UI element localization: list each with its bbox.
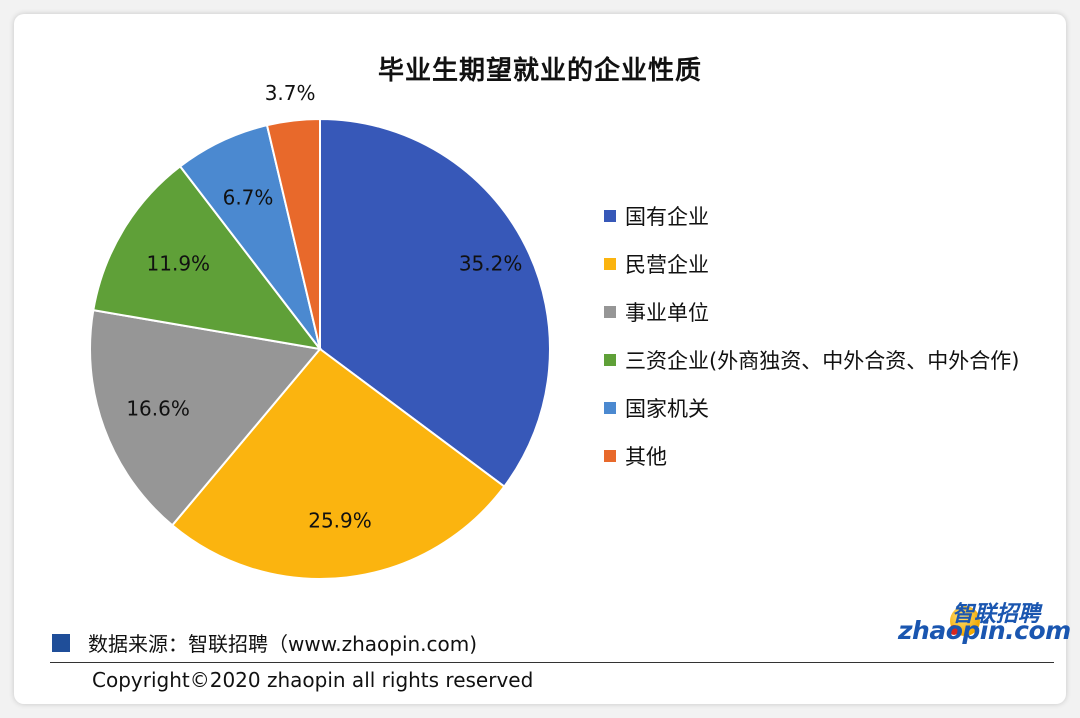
legend-item-6: 其他: [604, 432, 1019, 480]
logo-cn-text: 智联招聘: [952, 602, 1041, 627]
slice-label-4: 11.9%: [147, 251, 211, 275]
pie-slice-2: [170, 347, 506, 580]
slice-label-5: 6.7%: [223, 185, 274, 209]
legend-swatch-icon: [604, 402, 616, 414]
legend-item-4: 三资企业(外商独资、中外合资、中外合作): [604, 336, 1019, 384]
legend-swatch-icon: [604, 210, 616, 222]
pie-slice-4: [92, 164, 323, 351]
legend-label: 三资企业(外商独资、中外合资、中外合作): [625, 349, 1020, 373]
pie-slice-3: [89, 309, 322, 527]
pie-chart: 35.2% 25.9% 16.6% 11.9% 6.7% 3.7%: [89, 81, 551, 580]
source-square-icon: [52, 633, 70, 652]
data-source: 数据来源：智联招聘（www.zhaopin.com): [52, 628, 477, 657]
logo-dot-icon: [949, 625, 959, 635]
chart-card: 毕业生期望就业的企业性质 35.2% 25.9% 16.6% 11.9% 6.7% 3.7…: [14, 14, 1071, 704]
legend-swatch-icon: [604, 258, 616, 270]
slice-label-6: 3.7%: [265, 81, 316, 105]
logo-en-text: zhaopin.com: [898, 616, 1071, 645]
pie-slice-6: [265, 117, 321, 350]
legend-item-5: 国家机关: [604, 384, 1019, 432]
slice-label-1: 35.2%: [459, 251, 523, 275]
slice-label-3: 16.6%: [126, 397, 190, 421]
legend-item-1: 国有企业: [604, 192, 1019, 240]
chart-title: 毕业生期望就业的企业性质: [377, 56, 702, 86]
legend-label: 民营企业: [625, 253, 709, 277]
legend-label: 国家机关: [625, 397, 709, 421]
copyright-text: Copyright©2020 zhaopin all rights reserv…: [92, 668, 534, 692]
slice-label-2: 25.9%: [308, 508, 372, 532]
footer-divider: [50, 662, 1054, 663]
legend-label: 国有企业: [625, 205, 709, 229]
legend-item-3: 事业单位: [604, 288, 1019, 336]
legend-label: 事业单位: [625, 301, 709, 325]
legend-swatch-icon: [604, 354, 616, 366]
legend-swatch-icon: [604, 450, 616, 462]
legend-label: 其他: [625, 445, 667, 469]
chart-legend: 国有企业民营企业事业单位三资企业(外商独资、中外合资、中外合作) 国家机关其他: [604, 192, 1019, 480]
pie-slice-1: [319, 117, 551, 488]
source-text: 数据来源：智联招聘（www.zhaopin.com): [88, 632, 478, 656]
legend-swatch-icon: [604, 306, 616, 318]
zhaopin-logo: 智联招聘 zhaopin.com: [894, 596, 1071, 656]
legend-item-2: 民营企业: [604, 240, 1019, 288]
